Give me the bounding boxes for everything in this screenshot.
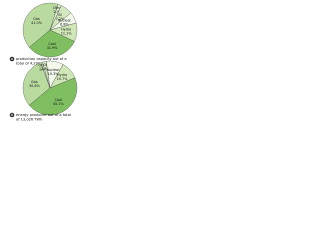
- slice-name: Coal: [55, 98, 63, 102]
- slice-name: Nuclear: [46, 68, 60, 72]
- caption: energy produced out of a total: [16, 113, 71, 117]
- pie-chart: Gas41.0%Other2.0%Oil7.2%Nuclear6.8%Hydro…: [9, 2, 78, 66]
- slice-value: 10.7%: [57, 77, 69, 81]
- pie-slice: [22, 2, 59, 48]
- slice-value: 2.0%: [53, 10, 62, 14]
- slice-value: 7.2%: [56, 17, 65, 21]
- slice-value: 1.0%: [39, 67, 48, 71]
- slice-name: Gas: [31, 80, 38, 84]
- slice-value: 31.9%: [47, 46, 59, 50]
- slice-value: 2.3%: [41, 67, 50, 71]
- caption-badge: [9, 56, 15, 62]
- caption-tag: b: [11, 113, 13, 117]
- pie-slice: [29, 29, 75, 58]
- slice-name: Other: [53, 6, 63, 10]
- slice-value: 41.0%: [31, 21, 43, 25]
- caption: production capacity out of a: [16, 57, 67, 61]
- pie-slice: [22, 62, 51, 106]
- caption-tag: a: [11, 57, 13, 61]
- caption-badge: [9, 112, 15, 118]
- slice-value: 10.3%: [48, 72, 60, 76]
- slice-name: Gas: [33, 17, 40, 21]
- caption: total of 4,200 GW: [16, 62, 48, 66]
- slice-name: Oil: [58, 13, 63, 17]
- slice-name: Hydro: [61, 27, 71, 31]
- pie-chart: Gas30.6%Other1.0%Oil2.3%Nuclear10.3%Hydr…: [9, 60, 78, 122]
- caption: of 13,026 TWh: [16, 118, 42, 122]
- slice-name: Oil: [43, 63, 48, 67]
- slice-value: 6.8%: [60, 23, 69, 27]
- slice-name: Hydro: [57, 73, 67, 77]
- slice-value: 11.1%: [61, 31, 73, 35]
- slice-name: Nuclear: [58, 19, 72, 23]
- slice-value: 45.1%: [53, 102, 65, 106]
- pie-slice: [29, 77, 78, 116]
- chart: Gas41.0%Other2.0%Oil7.2%Nuclear6.8%Hydro…: [9, 2, 78, 122]
- slice-value: 30.6%: [29, 84, 41, 88]
- slice-name: Coal: [48, 42, 56, 46]
